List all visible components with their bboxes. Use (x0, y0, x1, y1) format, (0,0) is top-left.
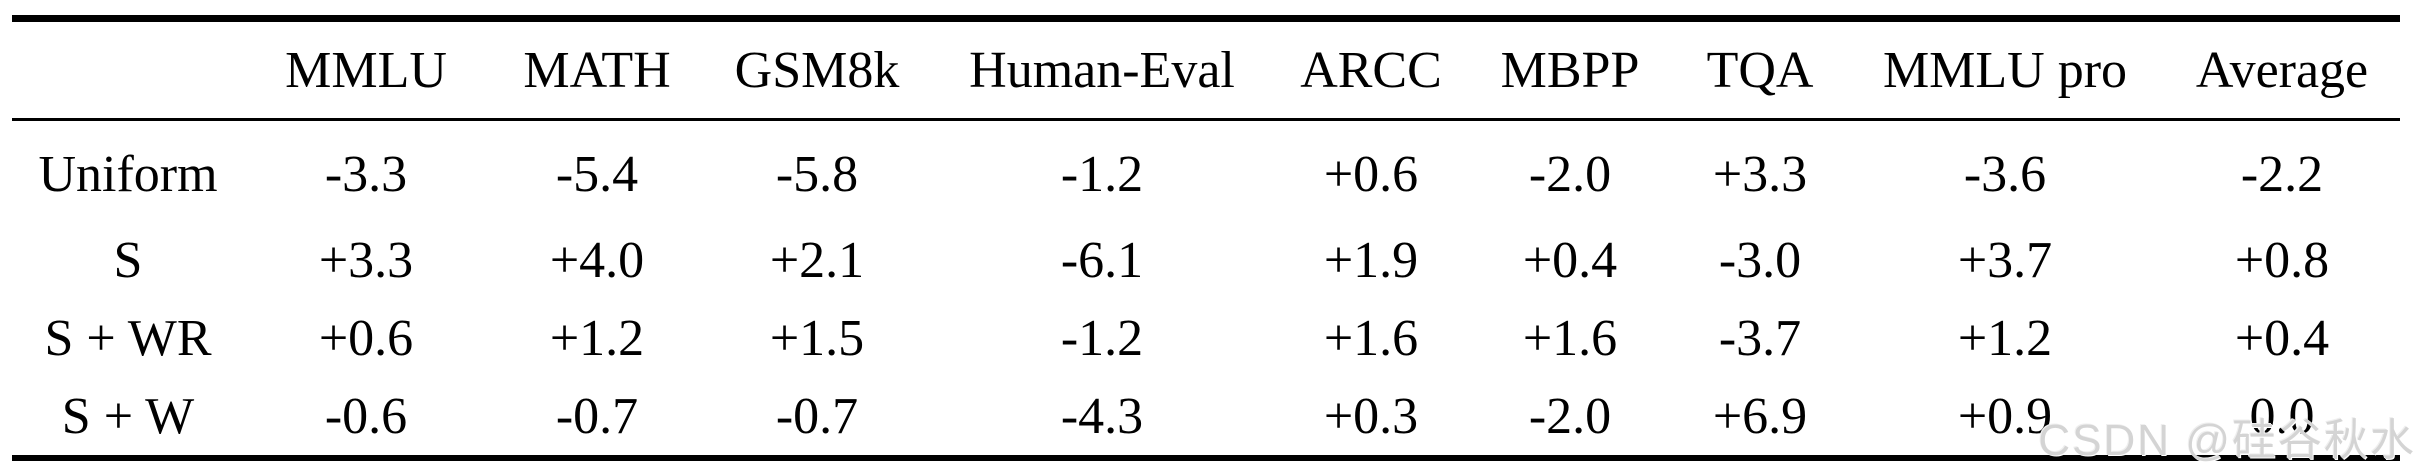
table-cell: -3.7 (1718, 309, 1802, 367)
table-cell: +0.3 (1323, 387, 1419, 445)
table-cell: +0.4 (2234, 309, 2330, 367)
table-cell: -0.7 (555, 387, 639, 445)
table-cell: -5.4 (555, 145, 639, 203)
table-cell: -5.8 (775, 145, 859, 203)
header-mmlu: MMLU (244, 18, 488, 121)
table-body: Uniform -3.3 -5.4 -5.8 -1.2 +0.6 -2.0 +3… (12, 120, 2400, 459)
table-cell: +4.0 (549, 231, 645, 289)
table-header: MMLU MATH GSM8k Human-Eval ARCC MBPP TQA… (12, 18, 2400, 121)
results-table: MMLU MATH GSM8k Human-Eval ARCC MBPP TQA… (12, 15, 2400, 461)
table-cell: +6.9 (1712, 387, 1808, 445)
table-cell: -4.3 (1060, 387, 1144, 445)
header-mbpp: MBPP (1466, 18, 1674, 121)
header-blank (12, 18, 244, 121)
table-cell: +3.3 (318, 231, 414, 289)
table-cell: +3.3 (1712, 145, 1808, 203)
row-label-s-w: S + W (61, 387, 195, 445)
table-cell: -1.2 (1060, 145, 1144, 203)
table-cell: -2.0 (1528, 387, 1612, 445)
table-cell: -1.2 (1060, 309, 1144, 367)
header-row: MMLU MATH GSM8k Human-Eval ARCC MBPP TQA… (12, 18, 2400, 121)
header-arcc: ARCC (1276, 18, 1466, 121)
table-cell: 0.0 (2249, 387, 2315, 445)
table-cell: +1.2 (549, 309, 645, 367)
table-cell: -2.0 (1528, 145, 1612, 203)
row-label-uniform: Uniform (38, 145, 218, 203)
row-label-s-wr: S + WR (44, 309, 212, 367)
table-cell: -3.3 (324, 145, 408, 203)
table-cell: +0.4 (1522, 231, 1618, 289)
table-cell: +2.1 (769, 231, 865, 289)
table-cell: -0.6 (324, 387, 408, 445)
table-cell: -2.2 (2240, 145, 2324, 203)
header-gsm8k: GSM8k (706, 18, 928, 121)
table-cell: -3.6 (1963, 145, 2047, 203)
table-cell: +1.2 (1957, 309, 2053, 367)
header-tqa: TQA (1674, 18, 1846, 121)
table-cell: -6.1 (1060, 231, 1144, 289)
table-row-uniform: Uniform -3.3 -5.4 -5.8 -1.2 +0.6 -2.0 +3… (12, 120, 2400, 222)
table-cell: -0.7 (775, 387, 859, 445)
table-row-s: S +3.3 +4.0 +2.1 -6.1 +1.9 +0.4 -3.0 +3.… (12, 221, 2400, 299)
table-cell: +1.5 (769, 309, 865, 367)
table-cell: +1.9 (1323, 231, 1419, 289)
table-row-s-w: S + W -0.6 -0.7 -0.7 -4.3 +0.3 -2.0 +6.9… (12, 377, 2400, 458)
table-cell: +1.6 (1323, 309, 1419, 367)
table-cell: +3.7 (1957, 231, 2053, 289)
header-mmlu-pro: MMLU pro (1846, 18, 2164, 121)
table-cell: +1.6 (1522, 309, 1618, 367)
table-cell: -3.0 (1718, 231, 1802, 289)
table-cell: +0.6 (1323, 145, 1419, 203)
row-label-s: S (113, 231, 143, 289)
table-cell: +0.9 (1957, 387, 2053, 445)
header-human-eval: Human-Eval (928, 18, 1276, 121)
header-average: Average (2164, 18, 2400, 121)
csdn-watermark: CSDN @硅谷秋水 (2038, 416, 2416, 465)
header-math: MATH (488, 18, 706, 121)
table-cell: +0.6 (318, 309, 414, 367)
table-cell: +0.8 (2234, 231, 2330, 289)
table-row-s-wr: S + WR +0.6 +1.2 +1.5 -1.2 +1.6 +1.6 -3.… (12, 299, 2400, 377)
